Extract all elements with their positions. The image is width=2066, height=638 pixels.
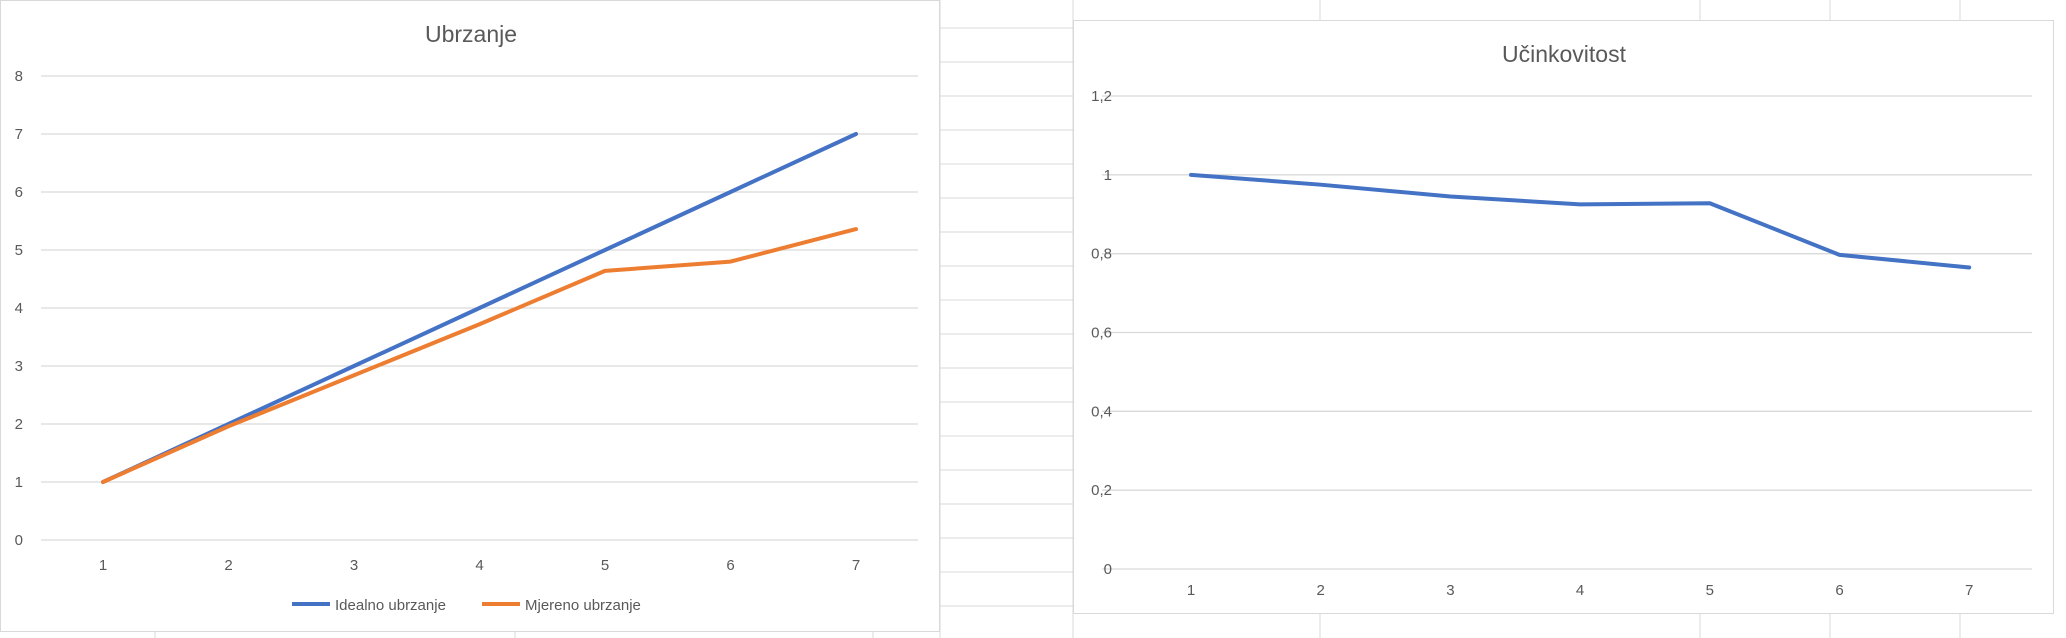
y-tick-label: 4 xyxy=(15,300,23,317)
x-tick-label: 6 xyxy=(726,557,734,574)
x-tick-label: 1 xyxy=(1187,582,1195,599)
y-tick-label: 7 xyxy=(15,126,23,143)
x-tick-label: 7 xyxy=(852,557,860,574)
y-tick-label: 0 xyxy=(15,532,23,549)
legend-label: Idealno ubrzanje xyxy=(335,597,446,614)
x-tick-label: 3 xyxy=(350,557,358,574)
x-tick-label: 4 xyxy=(1576,582,1584,599)
efficiency-chart[interactable]: Učinkovitost 0 0,2 0,4 0,6 0,8 1 1,2 1 2 3 4 5 6 7 xyxy=(1073,20,2054,614)
y-tick-label: 2 xyxy=(15,416,23,433)
y-tick-label: 0,6 xyxy=(1091,325,1112,342)
series-line-1 xyxy=(101,132,858,484)
y-tick-label: 0,8 xyxy=(1091,246,1112,263)
y-tick-label: 0,4 xyxy=(1091,403,1112,420)
speedup-chart-svg: Ubrzanje 0 1 2 3 4 5 6 7 8 1 2 3 4 5 6 7 Idealno ubrzanj… xyxy=(15,21,918,614)
chart-title: Učinkovitost xyxy=(1502,41,1627,67)
x-tick-label: 5 xyxy=(601,557,609,574)
legend-label: Mjereno ubrzanje xyxy=(525,597,641,614)
y-tick-label: 1 xyxy=(15,474,23,491)
y-tick-label: 0 xyxy=(1104,561,1112,578)
x-tick-label: 2 xyxy=(1317,582,1325,599)
series-line-2 xyxy=(101,227,858,484)
efficiency-chart-svg: Učinkovitost 0 0,2 0,4 0,6 0,8 1 1,2 1 2 3 4 5 6 7 xyxy=(1091,41,2032,599)
x-tick-label: 7 xyxy=(1965,582,1973,599)
y-tick-label: 1 xyxy=(1104,167,1112,184)
x-tick-label: 6 xyxy=(1835,582,1843,599)
chart-title: Ubrzanje xyxy=(425,21,517,47)
y-tick-label: 1,2 xyxy=(1091,88,1112,105)
x-tick-label: 5 xyxy=(1706,582,1714,599)
x-tick-label: 2 xyxy=(224,557,232,574)
x-tick-label: 3 xyxy=(1446,582,1454,599)
y-tick-label: 3 xyxy=(15,358,23,375)
y-tick-label: 6 xyxy=(15,184,23,201)
x-tick-label: 1 xyxy=(99,557,107,574)
x-tick-label: 4 xyxy=(475,557,483,574)
y-tick-label: 8 xyxy=(15,68,23,85)
y-tick-label: 0,2 xyxy=(1091,482,1112,499)
series-line-1 xyxy=(1189,172,1972,270)
y-tick-label: 5 xyxy=(15,242,23,259)
speedup-chart[interactable]: Ubrzanje 0 1 2 3 4 5 6 7 8 1 2 3 4 5 6 7 Idealno ubrzanj… xyxy=(0,0,940,632)
